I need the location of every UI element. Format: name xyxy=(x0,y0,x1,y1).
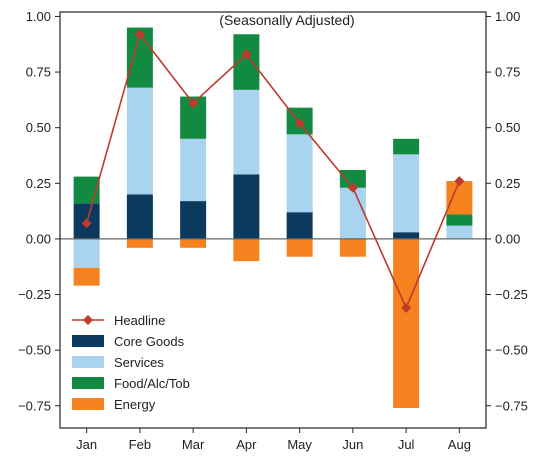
bar-core-goods-apr xyxy=(233,174,260,239)
xtick-label-aug: Aug xyxy=(448,437,471,452)
legend-label-energy: Energy xyxy=(114,397,156,412)
bar-energy-apr xyxy=(233,238,260,262)
ytick-label-right: 0.25 xyxy=(495,176,520,191)
legend-swatch-services xyxy=(72,356,104,368)
ytick-label-right: 0.50 xyxy=(495,120,520,135)
xtick-label-mar: Mar xyxy=(182,437,205,452)
ytick-label-left: −0.25 xyxy=(18,287,51,302)
bar-services-feb xyxy=(126,87,153,195)
bar-services-mar xyxy=(180,138,207,202)
bar-services-may xyxy=(286,134,313,213)
legend-marker-headline xyxy=(83,315,93,325)
xtick-label-apr: Apr xyxy=(236,437,257,452)
headline-point-jul xyxy=(401,302,412,313)
bar-core-goods-feb xyxy=(126,194,153,239)
legend-swatch-core-goods xyxy=(72,335,104,347)
xtick-label-feb: Feb xyxy=(129,437,151,452)
bar-food-alc-tob-aug xyxy=(446,214,473,226)
ytick-label-right: 0.00 xyxy=(495,231,520,246)
ytick-label-right: 1.00 xyxy=(495,9,520,24)
ytick-label-left: −0.75 xyxy=(18,398,51,413)
bar-food-alc-tob-jul xyxy=(393,138,420,155)
headline-point-jan xyxy=(81,218,92,229)
xtick-label-jul: Jul xyxy=(398,437,415,452)
legend-label-headline: Headline xyxy=(114,313,165,328)
ytick-label-right: 0.75 xyxy=(495,65,520,80)
bar-energy-jun xyxy=(339,238,366,257)
headline-point-feb xyxy=(134,29,145,40)
headline-point-jun xyxy=(347,182,358,193)
headline-layer xyxy=(81,29,465,313)
bar-energy-jan xyxy=(73,267,100,286)
ytick-label-left: 0.25 xyxy=(26,176,51,191)
chart-subtitle: (Seasonally Adjusted) xyxy=(219,12,354,28)
legend-swatch-energy xyxy=(72,398,104,410)
bar-energy-aug xyxy=(446,181,473,215)
bar-services-aug xyxy=(446,225,473,239)
xtick-label-jun: Jun xyxy=(342,437,363,452)
bar-energy-feb xyxy=(126,238,153,248)
ytick-label-right: −0.25 xyxy=(495,287,528,302)
bar-energy-jul xyxy=(393,238,420,408)
bar-services-jun xyxy=(339,187,366,239)
legend-label-services: Services xyxy=(114,355,164,370)
xtick-label-jan: Jan xyxy=(76,437,97,452)
bar-services-jul xyxy=(393,154,420,233)
bar-energy-mar xyxy=(180,238,207,248)
headline-line xyxy=(85,32,461,310)
xtick-label-may: May xyxy=(287,437,312,452)
headline-point-mar xyxy=(188,98,199,109)
bar-food-alc-tob-jun xyxy=(339,169,366,188)
legend-label-food-alc-tob: Food/Alc/Tob xyxy=(114,376,190,391)
headline-point-may xyxy=(294,118,305,129)
ytick-label-left: 0.00 xyxy=(26,231,51,246)
ytick-label-left: 1.00 xyxy=(26,9,51,24)
legend-swatch-food-alc-tob xyxy=(72,377,104,389)
legend: Headline Core Goods Services Food/Alc/Tob En… xyxy=(72,313,190,412)
ytick-label-right: −0.75 xyxy=(495,398,528,413)
bar-services-apr xyxy=(233,89,260,175)
headline-point-aug xyxy=(454,176,465,187)
plot-frame xyxy=(59,11,487,429)
axes-layer: 1.00 1.00 0.75 0.75 0.50 0.50 0.25 0.25 0.00 0.00… xyxy=(18,9,528,452)
bar-core-goods-may xyxy=(286,212,313,239)
bar-core-goods-jul xyxy=(393,232,420,239)
bar-core-goods-mar xyxy=(180,201,207,239)
headline-point-apr xyxy=(241,49,252,60)
bar-services-jan xyxy=(73,238,100,268)
legend-label-core-goods: Core Goods xyxy=(114,334,185,349)
ytick-label-left: 0.50 xyxy=(26,120,51,135)
ytick-label-left: −0.50 xyxy=(18,343,51,358)
bar-energy-may xyxy=(286,238,313,257)
ytick-label-right: −0.50 xyxy=(495,343,528,358)
ytick-label-left: 0.75 xyxy=(26,65,51,80)
